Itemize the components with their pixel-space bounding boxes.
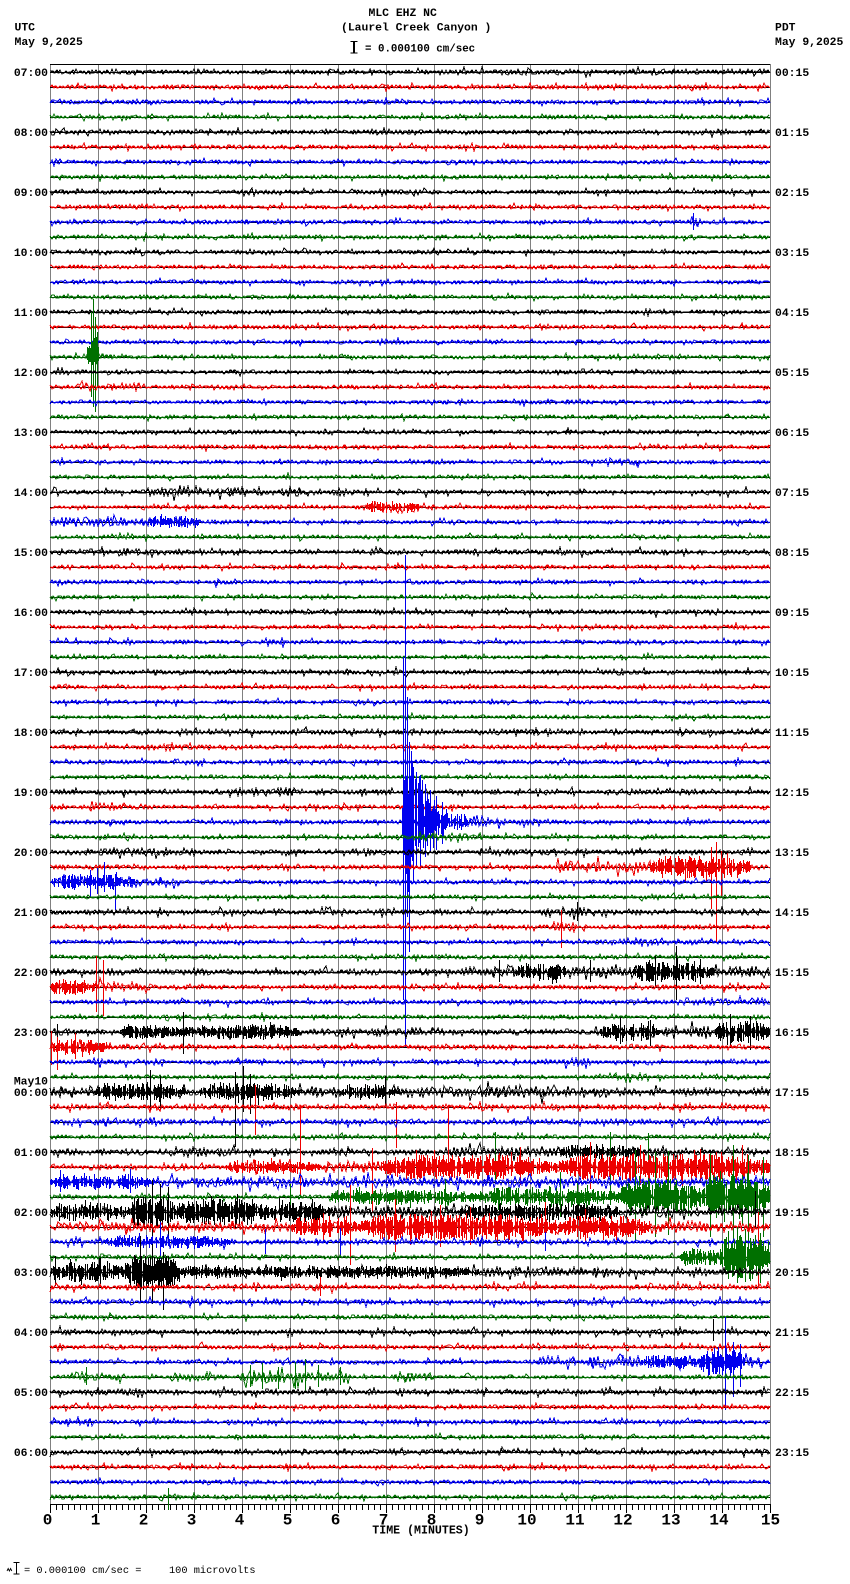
svg-text:10: 10 — [517, 1512, 536, 1530]
svg-text:01:00: 01:00 — [14, 1148, 48, 1160]
svg-text:6: 6 — [331, 1512, 341, 1530]
svg-text:05:00: 05:00 — [14, 1388, 48, 1400]
svg-text:3: 3 — [187, 1512, 197, 1530]
svg-text:20:15: 20:15 — [775, 1268, 809, 1280]
svg-text:May 9,2025: May 9,2025 — [15, 37, 84, 49]
svg-text:21:00: 21:00 — [14, 908, 48, 920]
svg-text:10:00: 10:00 — [14, 248, 48, 260]
svg-text:11: 11 — [565, 1512, 584, 1530]
svg-text:0: 0 — [43, 1512, 53, 1530]
svg-text:08:15: 08:15 — [775, 548, 809, 560]
svg-text:14: 14 — [709, 1512, 729, 1530]
svg-text:07:15: 07:15 — [775, 488, 809, 500]
svg-text:17:00: 17:00 — [14, 668, 48, 680]
svg-text:09:15: 09:15 — [775, 608, 809, 620]
svg-text:22:00: 22:00 — [14, 968, 48, 980]
svg-text:08:00: 08:00 — [14, 128, 48, 140]
svg-text:18:00: 18:00 — [14, 728, 48, 740]
svg-text:07:00: 07:00 — [14, 68, 48, 80]
svg-text:11:00: 11:00 — [14, 308, 48, 320]
svg-text:12: 12 — [613, 1512, 632, 1530]
svg-text:TIME (MINUTES): TIME (MINUTES) — [372, 1525, 469, 1538]
svg-text:2: 2 — [139, 1512, 149, 1530]
svg-text:00:15: 00:15 — [775, 68, 809, 80]
svg-text:13:15: 13:15 — [775, 848, 809, 860]
svg-text:UTC: UTC — [15, 23, 36, 35]
svg-text:9: 9 — [475, 1512, 485, 1530]
svg-text:5: 5 — [283, 1512, 293, 1530]
svg-text:14:00: 14:00 — [14, 488, 48, 500]
svg-text:00:00: 00:00 — [14, 1088, 48, 1100]
svg-text:19:15: 19:15 — [775, 1208, 809, 1220]
svg-text:16:15: 16:15 — [775, 1028, 809, 1040]
svg-text:= 0.000100 cm/sec =: = 0.000100 cm/sec = — [24, 1565, 141, 1577]
svg-text:21:15: 21:15 — [775, 1328, 809, 1340]
svg-text:17:15: 17:15 — [775, 1088, 809, 1100]
svg-text:16:00: 16:00 — [14, 608, 48, 620]
svg-text:23:00: 23:00 — [14, 1028, 48, 1040]
svg-text:04:15: 04:15 — [775, 308, 809, 320]
svg-text:15: 15 — [761, 1512, 780, 1530]
svg-text:PDT: PDT — [775, 23, 796, 35]
svg-text:May 9,2025: May 9,2025 — [775, 37, 844, 49]
svg-text:14:15: 14:15 — [775, 908, 809, 920]
svg-text:MLC EHZ NC: MLC EHZ NC — [369, 8, 438, 20]
svg-text:12:15: 12:15 — [775, 788, 809, 800]
svg-text:09:00: 09:00 — [14, 188, 48, 200]
svg-text:05:15: 05:15 — [775, 368, 809, 380]
svg-text:13: 13 — [661, 1512, 680, 1530]
svg-text:03:15: 03:15 — [775, 248, 809, 260]
svg-text:19:00: 19:00 — [14, 788, 48, 800]
svg-text:15:15: 15:15 — [775, 968, 809, 980]
svg-text:1: 1 — [91, 1512, 101, 1530]
svg-text:10:15: 10:15 — [775, 668, 809, 680]
svg-text:20:00: 20:00 — [14, 848, 48, 860]
svg-text:06:00: 06:00 — [14, 1448, 48, 1460]
svg-text:22:15: 22:15 — [775, 1388, 809, 1400]
svg-text:18:15: 18:15 — [775, 1148, 809, 1160]
svg-text:01:15: 01:15 — [775, 128, 809, 140]
svg-text:7: 7 — [379, 1512, 389, 1530]
svg-text:13:00: 13:00 — [14, 428, 48, 440]
svg-text:02:00: 02:00 — [14, 1208, 48, 1220]
svg-text:03:00: 03:00 — [14, 1268, 48, 1280]
svg-text:15:00: 15:00 — [14, 548, 48, 560]
svg-text:100 microvolts: 100 microvolts — [169, 1565, 256, 1577]
svg-text:May10: May10 — [14, 1077, 48, 1089]
svg-text:23:15: 23:15 — [775, 1448, 809, 1460]
svg-text:02:15: 02:15 — [775, 188, 809, 200]
svg-text:11:15: 11:15 — [775, 728, 809, 740]
svg-text:(Laurel Creek Canyon ): (Laurel Creek Canyon ) — [341, 23, 491, 35]
svg-text:04:00: 04:00 — [14, 1328, 48, 1340]
svg-text:8: 8 — [427, 1512, 437, 1530]
svg-text:= 0.000100 cm/sec: = 0.000100 cm/sec — [365, 44, 475, 56]
svg-text:06:15: 06:15 — [775, 428, 809, 440]
svg-text:4: 4 — [235, 1512, 245, 1530]
svg-text:12:00: 12:00 — [14, 368, 48, 380]
